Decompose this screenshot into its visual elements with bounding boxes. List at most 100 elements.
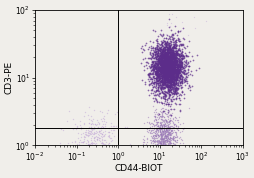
Point bbox=[154, 53, 158, 56]
Point bbox=[169, 71, 173, 74]
Point bbox=[160, 146, 164, 149]
Point bbox=[152, 141, 156, 144]
Point bbox=[167, 69, 171, 72]
Point bbox=[156, 66, 160, 69]
Point bbox=[163, 74, 167, 77]
Point bbox=[155, 73, 160, 76]
Point bbox=[172, 74, 176, 77]
Point bbox=[99, 133, 103, 135]
Point bbox=[168, 55, 172, 57]
Point bbox=[172, 87, 176, 89]
Point bbox=[167, 93, 171, 95]
Point bbox=[165, 151, 169, 154]
Point bbox=[168, 76, 172, 79]
Point bbox=[167, 114, 171, 117]
Point bbox=[170, 128, 174, 131]
Point bbox=[102, 135, 106, 137]
Point bbox=[162, 76, 166, 78]
Point bbox=[146, 56, 150, 59]
Point bbox=[87, 122, 91, 124]
Point bbox=[155, 74, 159, 77]
Point bbox=[164, 52, 168, 54]
Point bbox=[89, 138, 93, 141]
Point bbox=[166, 48, 170, 51]
Point bbox=[153, 85, 157, 88]
Point bbox=[148, 81, 152, 84]
Point bbox=[156, 63, 160, 66]
Point bbox=[163, 71, 167, 74]
Point bbox=[155, 54, 159, 57]
Point bbox=[163, 53, 167, 56]
Point bbox=[142, 82, 147, 85]
Point bbox=[168, 72, 172, 74]
Point bbox=[164, 47, 168, 50]
Point bbox=[169, 55, 173, 57]
Point bbox=[155, 136, 160, 138]
Point bbox=[155, 87, 160, 90]
Point bbox=[154, 48, 158, 51]
Point bbox=[173, 58, 178, 61]
Point bbox=[167, 52, 171, 55]
Point bbox=[87, 126, 91, 129]
Point bbox=[165, 41, 169, 43]
Point bbox=[155, 59, 159, 61]
Point bbox=[156, 127, 161, 130]
Point bbox=[170, 67, 174, 70]
Point bbox=[167, 134, 171, 136]
Point bbox=[154, 51, 158, 54]
Point bbox=[155, 134, 159, 137]
Point bbox=[160, 131, 164, 134]
Point bbox=[172, 50, 176, 53]
Point bbox=[160, 62, 164, 65]
Point bbox=[82, 136, 86, 139]
Point bbox=[166, 63, 170, 66]
Point bbox=[157, 58, 161, 61]
Point bbox=[121, 150, 125, 152]
Point bbox=[174, 89, 178, 92]
Point bbox=[84, 130, 88, 133]
Point bbox=[161, 79, 165, 82]
Point bbox=[164, 139, 168, 142]
Point bbox=[176, 38, 180, 41]
Point bbox=[161, 57, 165, 60]
Point bbox=[166, 139, 170, 142]
Point bbox=[165, 169, 169, 172]
Point bbox=[158, 54, 163, 57]
Point bbox=[165, 61, 169, 64]
Point bbox=[153, 73, 157, 75]
Point bbox=[166, 151, 170, 154]
Point bbox=[183, 76, 187, 78]
Point bbox=[93, 150, 97, 153]
Point bbox=[156, 151, 160, 154]
Point bbox=[82, 121, 86, 124]
Point bbox=[161, 61, 165, 64]
Point bbox=[164, 57, 168, 60]
Point bbox=[163, 119, 167, 122]
Point bbox=[153, 69, 157, 72]
Point bbox=[159, 71, 163, 74]
Point bbox=[172, 148, 177, 151]
Point bbox=[172, 69, 176, 72]
Point bbox=[164, 135, 168, 138]
Point bbox=[158, 151, 163, 154]
Point bbox=[163, 118, 167, 121]
Point bbox=[152, 152, 156, 155]
Point bbox=[170, 56, 174, 59]
Point bbox=[168, 72, 172, 75]
Point bbox=[152, 136, 156, 139]
Point bbox=[160, 141, 164, 144]
Point bbox=[174, 78, 178, 81]
Point bbox=[162, 67, 166, 70]
Point bbox=[161, 81, 165, 84]
Point bbox=[164, 55, 168, 58]
Point bbox=[173, 40, 178, 43]
Point bbox=[174, 60, 179, 63]
Point bbox=[156, 49, 161, 51]
Point bbox=[173, 70, 177, 73]
Point bbox=[152, 77, 156, 80]
Point bbox=[169, 56, 173, 59]
Point bbox=[86, 142, 90, 145]
Point bbox=[164, 62, 168, 65]
Point bbox=[104, 144, 108, 147]
Point bbox=[163, 55, 167, 58]
